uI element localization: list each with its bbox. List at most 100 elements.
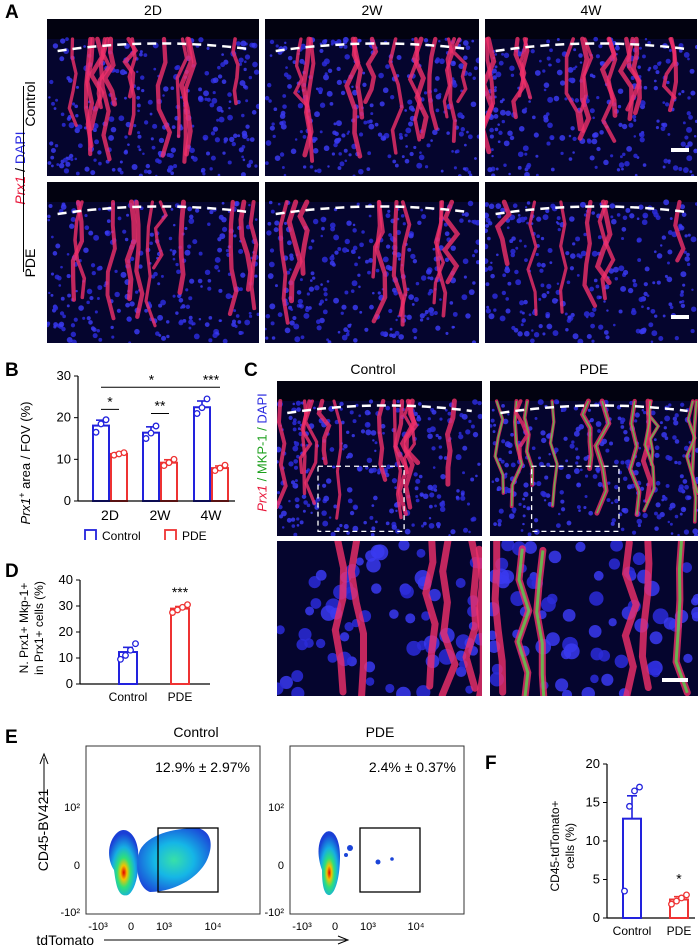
dapi-nucleus <box>638 46 642 50</box>
dapi-nucleus <box>366 557 381 573</box>
dapi-nucleus <box>597 482 603 488</box>
dapi-nucleus <box>333 297 340 304</box>
dapi-nucleus <box>188 296 193 301</box>
dapi-nucleus <box>294 336 301 343</box>
dapi-nucleus <box>477 400 482 406</box>
dapi-nucleus <box>470 517 475 522</box>
dapi-nucleus <box>591 211 595 215</box>
panel-label-d: D <box>5 561 19 582</box>
dapi-nucleus <box>141 88 145 93</box>
dapi-nucleus <box>206 46 210 50</box>
dapi-nucleus <box>382 87 389 94</box>
prx1-signal <box>175 37 189 139</box>
dapi-nucleus <box>84 166 90 172</box>
dapi-nucleus <box>679 512 683 516</box>
dapi-nucleus <box>466 502 471 506</box>
flow-population-control-pos <box>137 828 211 892</box>
dapi-nucleus <box>223 137 229 142</box>
dapi-nucleus <box>503 163 507 167</box>
dapi-nucleus <box>494 477 500 483</box>
dapi-nucleus <box>419 151 422 154</box>
dapi-nucleus <box>397 257 401 261</box>
dapi-nucleus <box>187 206 193 212</box>
dapi-nucleus <box>656 514 662 520</box>
dapi-nucleus <box>157 314 164 321</box>
micrograph-control-4w <box>485 19 697 176</box>
dapi-nucleus <box>578 53 583 58</box>
dapi-nucleus <box>546 291 550 294</box>
dapi-nucleus <box>96 328 100 333</box>
dapi-nucleus <box>171 125 176 130</box>
dapi-nucleus <box>266 230 272 236</box>
panel-label-b: B <box>5 360 19 381</box>
dapi-nucleus <box>686 262 691 267</box>
panel-f-category-label: Control <box>613 924 652 938</box>
dapi-nucleus <box>491 173 496 176</box>
prx1-signal <box>388 37 404 155</box>
dapi-nucleus <box>346 132 350 135</box>
dapi-nucleus <box>686 252 690 257</box>
dapi-nucleus <box>94 139 100 145</box>
zoom-region-box <box>530 465 620 532</box>
dapi-nucleus <box>172 257 176 261</box>
dapi-nucleus <box>418 474 423 479</box>
dapi-nucleus <box>415 478 421 484</box>
dapi-nucleus <box>669 522 673 526</box>
prx1-signal <box>155 36 173 158</box>
panel-label-c: C <box>244 360 258 381</box>
dapi-nucleus <box>189 278 195 284</box>
dapi-nucleus <box>94 310 98 314</box>
dapi-nucleus <box>491 154 494 158</box>
dapi-nucleus <box>339 523 343 528</box>
dapi-nucleus <box>567 66 574 73</box>
dapi-nucleus <box>118 115 125 122</box>
dapi-nucleus <box>292 315 297 321</box>
dapi-nucleus <box>567 315 572 320</box>
mkp1-signal <box>629 400 641 515</box>
dapi-nucleus <box>646 306 650 310</box>
panel-e-col-pde: PDE <box>365 724 395 740</box>
dapi-nucleus <box>315 638 326 649</box>
dapi-nucleus <box>238 249 244 254</box>
dapi-nucleus <box>348 153 352 157</box>
dapi-nucleus <box>467 200 474 207</box>
dapi-nucleus <box>653 79 657 83</box>
dapi-nucleus <box>421 524 425 528</box>
dapi-nucleus <box>572 242 576 246</box>
dapi-nucleus <box>683 653 693 664</box>
dapi-nucleus <box>591 250 598 257</box>
dapi-nucleus <box>189 147 195 154</box>
dapi-nucleus <box>632 552 646 566</box>
dapi-nucleus <box>137 134 142 139</box>
flow-stat-control: 12.9% ± 2.97% <box>155 759 250 775</box>
dapi-nucleus <box>357 273 361 277</box>
dapi-nucleus <box>357 256 361 259</box>
dapi-nucleus <box>379 101 385 107</box>
dapi-nucleus <box>151 274 156 279</box>
dapi-nucleus <box>507 130 513 136</box>
dapi-nucleus <box>323 292 328 297</box>
dapi-nucleus <box>504 462 509 468</box>
dapi-nucleus <box>691 611 698 622</box>
dapi-nucleus <box>536 234 540 239</box>
dapi-nucleus <box>635 461 641 468</box>
dapi-nucleus <box>312 276 316 280</box>
panel-d-y-tick-label: 10 <box>59 650 73 665</box>
dapi-nucleus <box>421 214 427 220</box>
dapi-nucleus <box>251 110 257 115</box>
dapi-nucleus <box>297 298 303 305</box>
dapi-nucleus <box>684 484 689 490</box>
dapi-nucleus <box>377 291 381 295</box>
dapi-nucleus <box>643 282 648 287</box>
dapi-nucleus <box>538 456 542 460</box>
dapi-nucleus <box>58 284 62 287</box>
dapi-nucleus <box>641 409 645 412</box>
dapi-nucleus <box>112 68 117 73</box>
dapi-nucleus <box>630 309 637 316</box>
dapi-nucleus <box>277 682 284 695</box>
dapi-nucleus <box>614 484 619 490</box>
flow-xtick-control-4: 10⁴ <box>205 921 222 933</box>
dapi-nucleus <box>467 219 471 223</box>
dapi-nucleus <box>458 131 464 137</box>
dapi-nucleus <box>394 163 399 168</box>
